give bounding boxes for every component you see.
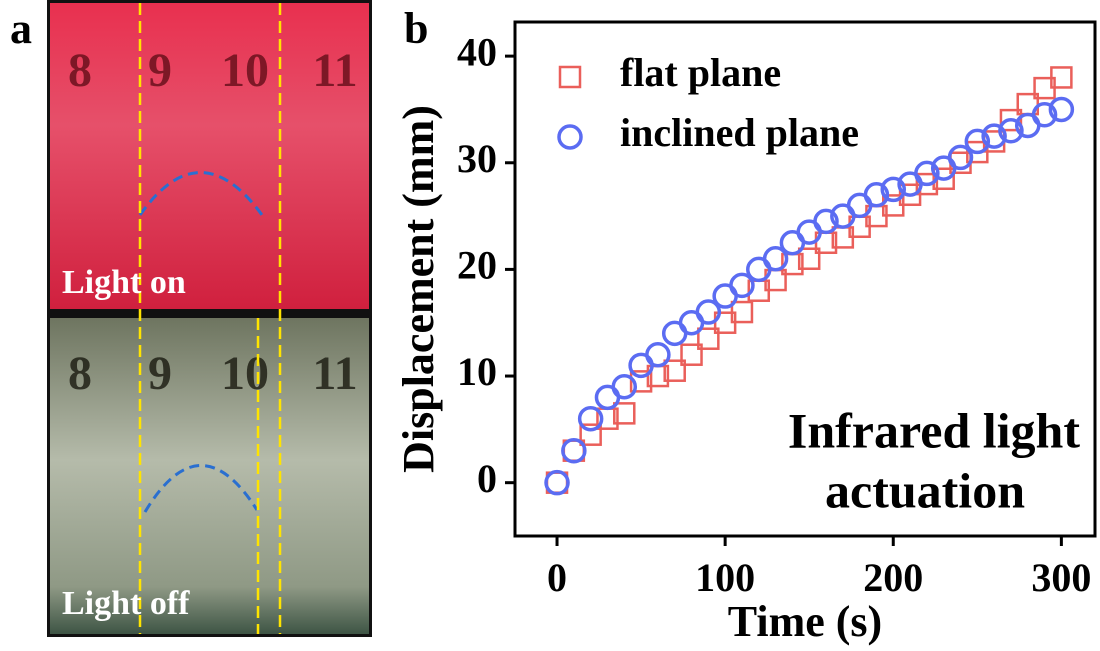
- marker-square: [932, 167, 955, 191]
- marker-circle: [561, 437, 587, 464]
- marker-circle: [611, 373, 638, 400]
- marker-circle: [947, 144, 974, 171]
- marker-circle: [695, 299, 722, 325]
- ruler-number: 8: [68, 347, 92, 400]
- marker-square: [663, 359, 686, 382]
- x-axis-title: Time (s): [728, 597, 882, 646]
- panel-label: a: [10, 4, 32, 53]
- marker-circle: [729, 272, 755, 299]
- annotation: actuation: [825, 462, 1025, 518]
- ruler-number: 11: [312, 44, 357, 97]
- photo-top: [50, 3, 369, 309]
- y-axis-title: Displacement (mm): [394, 105, 443, 473]
- ruler-number: 10: [221, 347, 269, 400]
- legend-marker: [558, 65, 582, 89]
- legend-label: inclined plane: [620, 110, 859, 155]
- photo-caption: Light on: [62, 264, 186, 301]
- y-tick-label: 40: [457, 29, 497, 74]
- ruler-number: 8: [68, 44, 92, 97]
- arc-top: [138, 171, 264, 216]
- photo-bottom: [50, 318, 369, 634]
- photo-caption: Light off: [62, 585, 190, 622]
- arc-bottom: [143, 464, 259, 513]
- y-tick-label: 20: [457, 243, 497, 288]
- marker-circle: [964, 128, 991, 155]
- marker-circle: [645, 341, 671, 368]
- marker-square: [697, 327, 720, 350]
- x-tick-label: 100: [695, 555, 755, 600]
- marker-square: [680, 343, 703, 366]
- marker-circle: [544, 469, 570, 496]
- marker-square: [579, 423, 602, 446]
- photo-panel: a 8 9 10 11 8 9 10 11 Light on Light off: [10, 0, 372, 637]
- marker-circle: [863, 182, 890, 208]
- marker-square: [613, 402, 636, 425]
- marker-circle: [880, 176, 907, 203]
- y-tick-label: 30: [457, 136, 497, 181]
- marker-circle: [1048, 96, 1075, 123]
- ruler-number: 9: [148, 44, 172, 97]
- marker-square: [999, 108, 1023, 132]
- chart-panel: b 0 100 200 300 0 10 20 30 40 Time (s) Displacemen…: [394, 4, 1097, 646]
- marker-square: [797, 247, 821, 270]
- marker-circle: [1031, 102, 1058, 128]
- legend-marker: [557, 124, 583, 150]
- marker-circle: [762, 245, 789, 272]
- x-tick-label: 200: [863, 555, 923, 600]
- marker-square: [1050, 66, 1073, 89]
- ruler-number: 9: [148, 347, 172, 400]
- y-tick-label: 10: [457, 349, 497, 394]
- marker-circle: [914, 160, 940, 187]
- ruler-top: 8 9 10 11: [68, 44, 358, 97]
- plot-frame: [513, 20, 1097, 538]
- ruler-bottom: 8 9 10 11: [68, 347, 358, 400]
- y-tick-label: 0: [477, 456, 497, 501]
- ruler-number: 10: [221, 44, 269, 97]
- x-tick-label: 0: [547, 555, 567, 600]
- marker-square: [629, 370, 653, 393]
- panel-label: b: [404, 4, 428, 53]
- marker-square: [915, 172, 939, 196]
- marker-circle: [813, 208, 839, 235]
- marker-circle: [998, 118, 1024, 144]
- marker-circle: [577, 405, 604, 432]
- marker-circle: [981, 123, 1007, 149]
- marker-square: [730, 300, 754, 324]
- annotation: Infrared light: [788, 402, 1080, 458]
- ruler-number: 11: [312, 347, 357, 400]
- x-tick-label: 300: [1031, 555, 1091, 600]
- legend-label: flat plane: [620, 50, 781, 95]
